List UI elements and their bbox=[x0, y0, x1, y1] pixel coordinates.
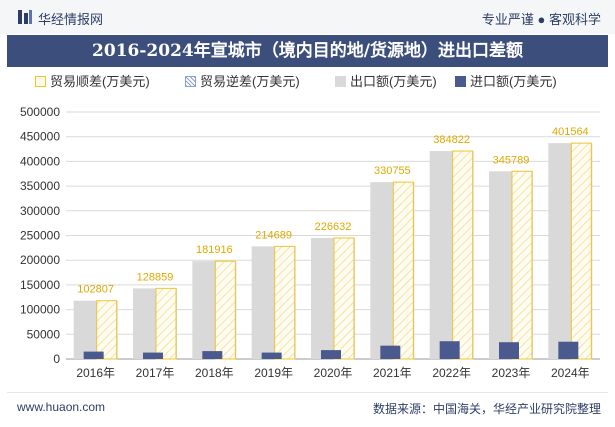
x-tick-label: 2024年 bbox=[551, 366, 590, 380]
y-tick-label: 150000 bbox=[20, 278, 60, 292]
y-tick-label: 200000 bbox=[20, 253, 60, 267]
top-header-bar: 华经情报网 专业严谨 ● 客观科学 bbox=[0, 0, 615, 34]
bar-surplus bbox=[392, 181, 414, 360]
surplus-data-label: 128859 bbox=[137, 271, 174, 283]
surplus-data-label: 345789 bbox=[493, 154, 530, 166]
legend-label-deficit: 贸易逆差(万美元) bbox=[200, 74, 300, 89]
legend-swatch-deficit bbox=[185, 76, 196, 87]
brand-logo-icon bbox=[18, 10, 32, 24]
surplus-data-label: 401564 bbox=[552, 126, 589, 138]
x-tick-label: 2019年 bbox=[254, 366, 293, 380]
y-tick-label: 500000 bbox=[20, 105, 60, 119]
y-tick-label: 0 bbox=[53, 352, 60, 366]
bar-import bbox=[261, 352, 282, 359]
bar-surplus bbox=[96, 300, 118, 360]
legend-swatch-export bbox=[335, 76, 346, 87]
x-tick-label: 2018年 bbox=[195, 366, 234, 380]
y-tick-label: 50000 bbox=[27, 327, 61, 341]
y-tick-label: 450000 bbox=[20, 130, 60, 144]
bar-import bbox=[499, 342, 519, 359]
surplus-data-label: 330755 bbox=[374, 165, 411, 177]
legend-item-export: 出口额(万美元) bbox=[335, 74, 437, 90]
bar-chart: 0 50000 100000 150000 200000 250000 300000 3500… bbox=[20, 105, 600, 380]
legend-swatch-import bbox=[455, 76, 466, 87]
website-link[interactable]: www.huaon.com bbox=[17, 400, 106, 414]
y-tick-label: 400000 bbox=[20, 154, 60, 168]
surplus-data-label: 214689 bbox=[255, 229, 292, 241]
legend-label-import: 进口额(万美元) bbox=[470, 74, 557, 89]
bar-import bbox=[83, 351, 104, 359]
legend-item-import: 进口额(万美元) bbox=[455, 74, 557, 90]
bar-surplus bbox=[214, 260, 236, 360]
surplus-data-label: 102807 bbox=[77, 284, 114, 296]
brand-name: 华经情报网 bbox=[38, 12, 104, 27]
bar-import bbox=[143, 352, 163, 359]
legend-item-surplus: 贸易顺差(万美元) bbox=[35, 74, 150, 90]
chart-legend: 贸易顺差(万美元) 贸易逆差(万美元) 出口额(万美元) 进口额(万美元) bbox=[35, 72, 595, 92]
surplus-data-label: 384822 bbox=[433, 134, 470, 146]
bar-import bbox=[202, 351, 223, 359]
x-tick-label: 2017年 bbox=[136, 366, 175, 380]
bar-surplus bbox=[155, 287, 177, 360]
bar-surplus bbox=[511, 170, 533, 360]
bar-surplus bbox=[570, 142, 592, 360]
x-tick-label: 2016年 bbox=[76, 366, 115, 380]
bar-import bbox=[380, 345, 401, 359]
legend-label-export: 出口额(万美元) bbox=[350, 74, 437, 89]
bar-import bbox=[558, 341, 579, 359]
footer-divider bbox=[7, 392, 608, 393]
data-source: 数据来源：中国海关，华经产业研究院整理 bbox=[372, 402, 601, 416]
y-tick-label: 250000 bbox=[20, 229, 60, 243]
bar-import bbox=[439, 341, 460, 359]
x-tick-label: 2022年 bbox=[432, 366, 471, 380]
title-bar: 2016-2024年宣城市（境内目的地/货源地）进出口差额 bbox=[7, 35, 608, 67]
bar-import bbox=[321, 350, 341, 359]
y-tick-label: 350000 bbox=[20, 179, 60, 193]
x-tick-label: 2023年 bbox=[492, 366, 531, 380]
legend-swatch-surplus bbox=[35, 76, 46, 87]
surplus-data-label: 226632 bbox=[315, 221, 352, 233]
bar-surplus bbox=[452, 150, 474, 360]
x-tick-label: 2020年 bbox=[314, 366, 353, 380]
legend-item-deficit: 贸易逆差(万美元) bbox=[185, 74, 300, 90]
surplus-data-label: 181916 bbox=[196, 244, 233, 256]
y-tick-label: 100000 bbox=[20, 303, 60, 317]
chart-title: 2016-2024年宣城市（境内目的地/货源地）进出口差额 bbox=[92, 41, 523, 61]
bar-surplus bbox=[274, 245, 296, 360]
bar-surplus bbox=[333, 237, 355, 360]
legend-label-surplus: 贸易顺差(万美元) bbox=[50, 74, 150, 89]
y-tick-label: 300000 bbox=[20, 204, 60, 218]
tagline: 专业严谨 ● 客观科学 bbox=[481, 12, 601, 27]
x-tick-label: 2021年 bbox=[373, 366, 412, 380]
